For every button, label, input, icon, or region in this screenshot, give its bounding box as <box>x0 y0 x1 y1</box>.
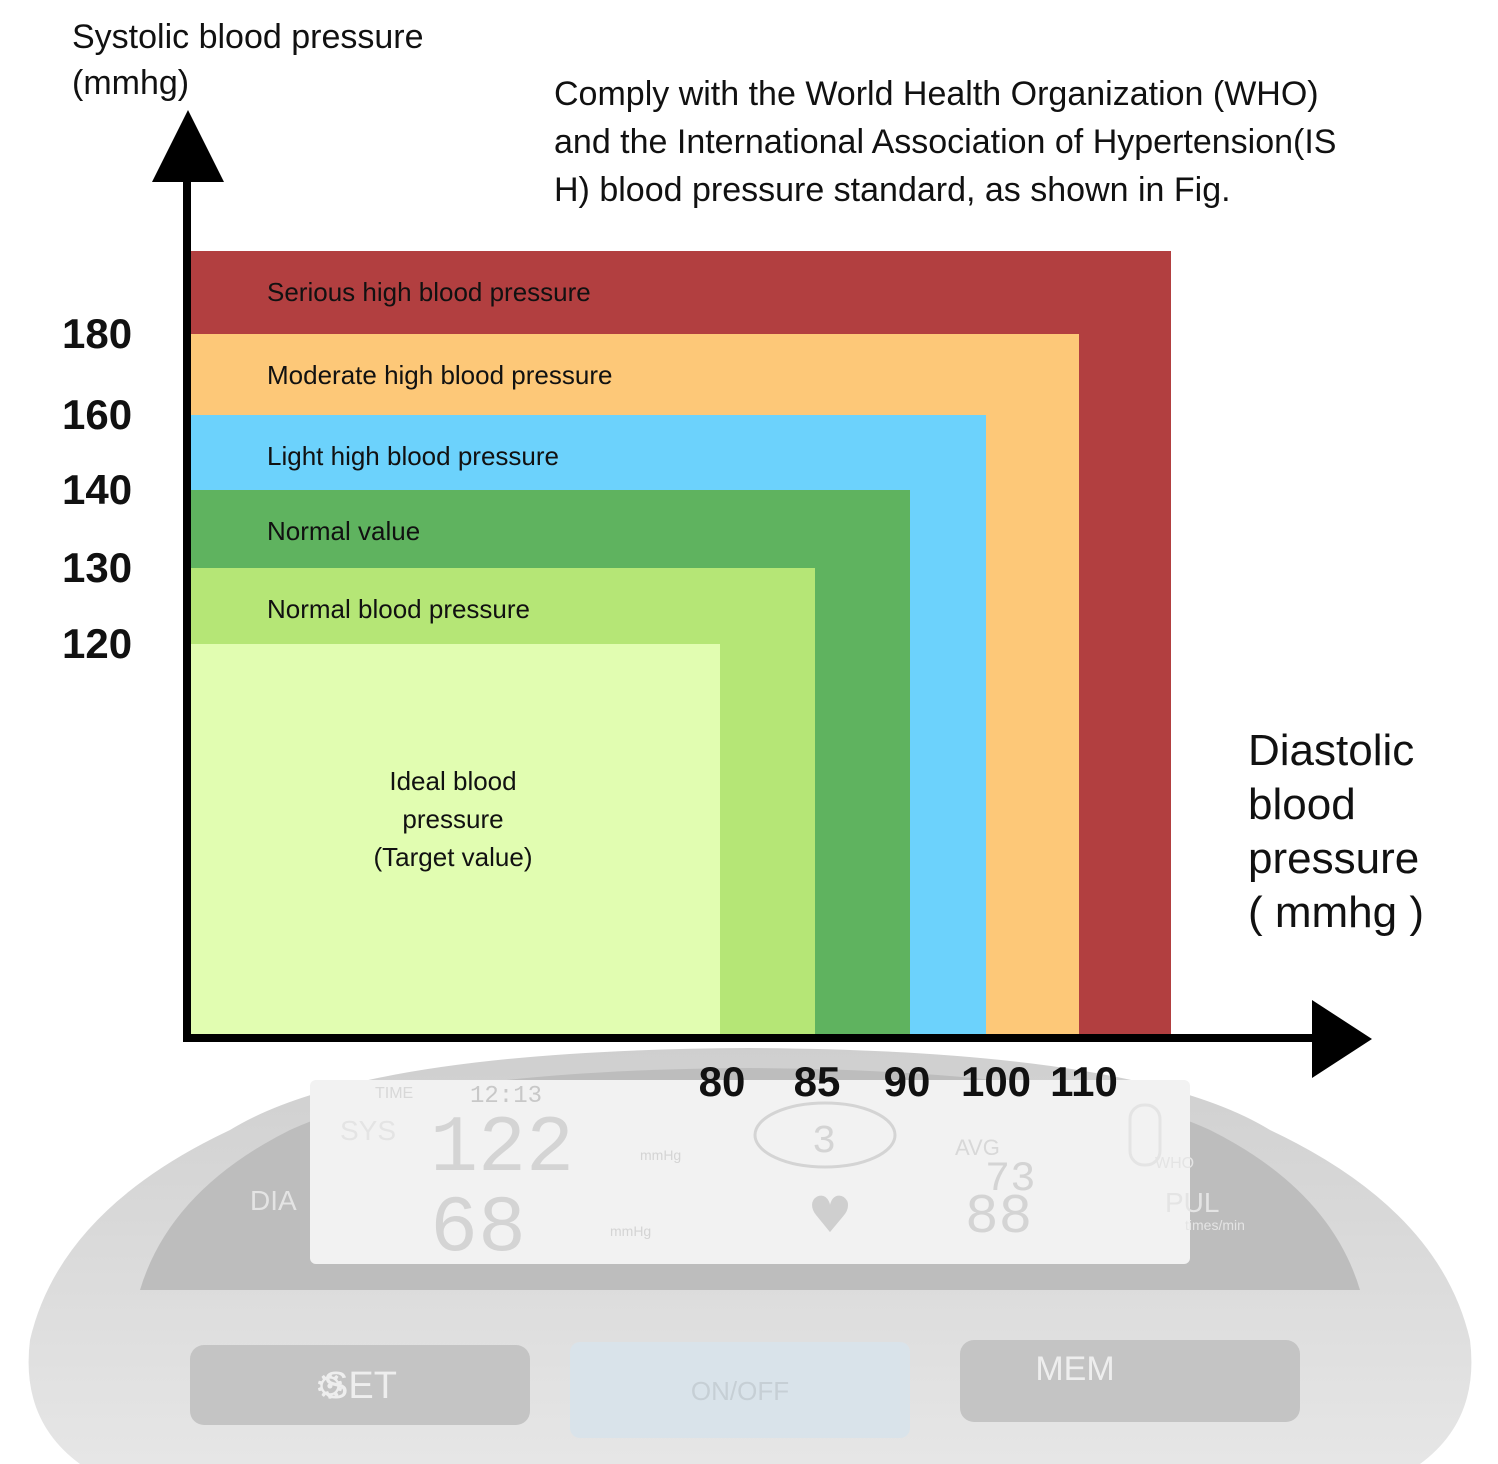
x-tick-80: 80 <box>698 1058 746 1105</box>
set-button-shape[interactable] <box>190 1345 530 1425</box>
y-axis-title: Systolic blood pressure (mmhg) <box>72 14 424 106</box>
lcd-sys-value: 122 <box>430 1104 574 1195</box>
set-button[interactable]: SET <box>323 1365 397 1407</box>
x-tick-110: 110 <box>1050 1058 1118 1105</box>
x-axis-arrow-icon <box>1312 1000 1372 1078</box>
heart-icon: ♥ <box>808 1186 853 1244</box>
zone-label-0: Serious high blood pressure <box>267 277 591 307</box>
standard-note: Comply with the World Health Organizatio… <box>554 70 1454 214</box>
lcd-pul-unit: times/min <box>1185 1217 1245 1233</box>
device-illustration: TIME 12:13 SYS DIA 122 68 mmHg mmHg 3 ♥ … <box>0 1040 1498 1464</box>
mem-button-shape[interactable] <box>960 1340 1300 1422</box>
y-tick-180: 180 <box>62 310 133 357</box>
lcd-avg-label: AVG <box>955 1135 1000 1160</box>
lcd-screen <box>310 1080 1190 1264</box>
zone-label-5: Ideal blood pressure (Target value) <box>373 766 533 872</box>
who-indicator <box>1128 1103 1162 1167</box>
y-tick-120: 120 <box>62 620 133 667</box>
zone-label-4: Normal blood pressure <box>267 594 531 624</box>
y-axis-title-line-1: Systolic blood pressure <box>72 18 424 56</box>
zone-label-3: Normal value <box>267 516 421 546</box>
mem-button[interactable]: MEM <box>1035 1350 1114 1388</box>
note-line-1: Comply with the World Health Organizatio… <box>554 75 1319 113</box>
lcd-dia-label: DIA <box>250 1185 297 1216</box>
x-tick-85: 85 <box>793 1058 841 1105</box>
y-tick-160: 160 <box>62 391 133 438</box>
note-line-2: and the International Association of Hyp… <box>554 123 1337 161</box>
x-axis-title-line-4: ( mmhg ) <box>1248 888 1424 937</box>
note-line-3: H) blood pressure standard, as shown in … <box>554 171 1231 209</box>
lcd-unit-dia: mmHg <box>610 1223 651 1239</box>
lcd-memory-ring <box>753 1101 897 1169</box>
lcd-time-label: TIME <box>375 1085 413 1102</box>
lcd-avg-value: 73 <box>985 1155 1035 1203</box>
device-svg: TIME 12:13 SYS DIA 122 68 mmHg mmHg 3 ♥ … <box>28 1048 1472 1464</box>
zone-label-2: Light high blood pressure <box>267 441 559 471</box>
x-tick-90: 90 <box>883 1058 931 1105</box>
lcd-time: 12:13 <box>470 1083 542 1110</box>
lcd-who-label: WHO <box>1155 1155 1194 1172</box>
x-axis-line <box>183 1034 1323 1042</box>
lcd-memory: 3 <box>812 1120 836 1165</box>
y-axis-arrow-icon <box>152 110 224 182</box>
lcd-unit-sys: mmHg <box>640 1147 681 1163</box>
power-button[interactable]: ON/OFF <box>691 1376 789 1406</box>
x-tick-100: 100 <box>960 1058 1032 1105</box>
zone-5 <box>191 644 720 1034</box>
lcd-sys-label: SYS <box>340 1115 396 1146</box>
lcd-pulse-value: 88 <box>965 1185 1032 1249</box>
x-axis-title: Diastolic blood pressure ( mmhg ) <box>1248 724 1424 940</box>
lcd-dia-value: 68 <box>430 1184 526 1275</box>
gear-icon: ⚙ <box>315 1367 345 1407</box>
y-axis-line <box>183 170 191 1042</box>
power-button-shape[interactable] <box>570 1342 910 1438</box>
y-axis-title-line-2: (mmhg) <box>72 64 190 102</box>
y-tick-140: 140 <box>62 466 133 513</box>
x-axis-title-line-1: Diastolic <box>1248 726 1415 775</box>
lcd-pul-label: PUL <box>1165 1187 1219 1218</box>
zone-label-1: Moderate high blood pressure <box>267 360 613 390</box>
x-axis-title-line-3: pressure <box>1248 834 1420 883</box>
y-tick-130: 130 <box>62 544 133 591</box>
x-axis-title-line-2: blood <box>1248 780 1356 829</box>
